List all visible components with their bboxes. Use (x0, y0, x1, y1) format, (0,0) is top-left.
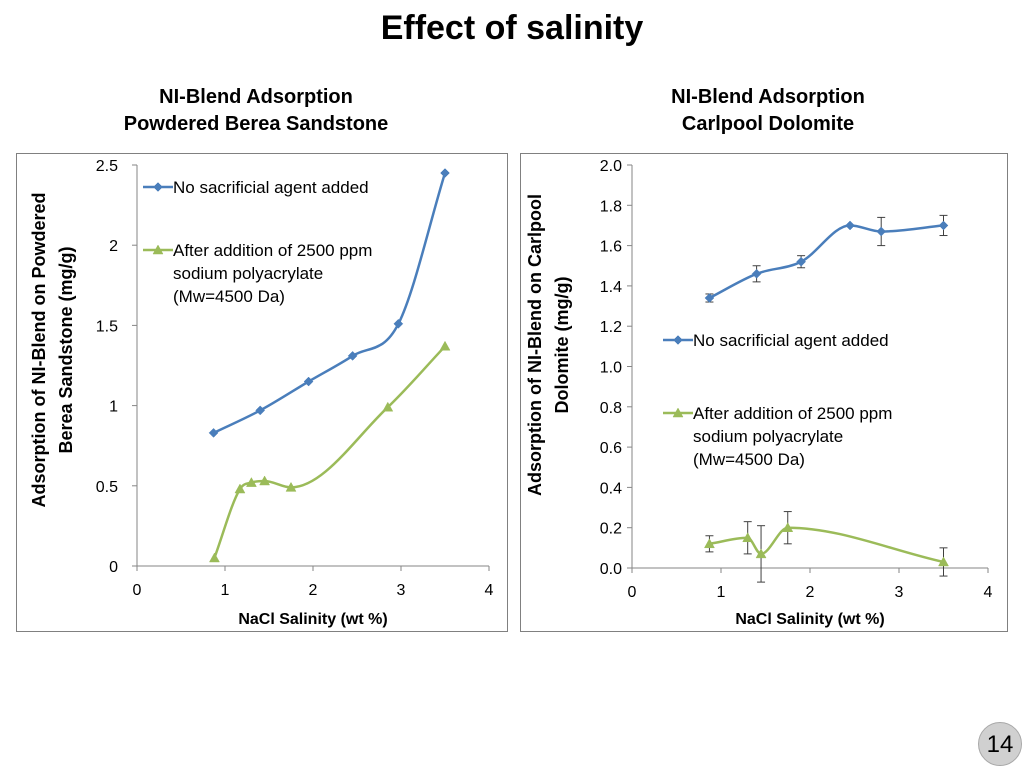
data-point (347, 351, 358, 361)
legend-label: (Mw=4500 Da) (693, 450, 805, 469)
x-tick-label: 2 (309, 582, 318, 599)
x-tick-label: 1 (221, 582, 230, 599)
x-tick-label: 4 (485, 582, 494, 599)
chart-2-heading-line-1: NI-Blend Adsorption (671, 86, 865, 108)
legend-entry: No sacrificial agent added (143, 178, 369, 197)
data-point (285, 481, 297, 492)
legend-label: After addition of 2500 ppm (173, 241, 372, 260)
y-tick-label: 1.5 (96, 318, 118, 335)
y-tick-label: 2.5 (96, 158, 118, 175)
chart-1-heading-line-1: NI-Blend Adsorption (159, 86, 353, 108)
chart-2-heading: NI-Blend Adsorption Carlpool Dolomite (548, 84, 988, 138)
slide-title: Effect of salinity (380, 9, 644, 47)
data-point (876, 226, 887, 237)
chart-1-heading-line-2: Powdered Berea Sandstone (123, 113, 389, 135)
y-tick-label: 1.2 (600, 319, 622, 336)
legend-entry: After addition of 2500 ppm sodium polyacr… (143, 241, 372, 306)
chart-1: 0 0.5 1 1.5 2 2.5 0 1 2 3 4 NaCl Salinity (wt %) Ads… (29, 158, 494, 628)
data-point (796, 256, 806, 267)
chart-2-heading-line-2: Carlpool Dolomite (681, 113, 855, 135)
data-point (245, 477, 257, 487)
y-tick-label: 0.0 (600, 561, 622, 578)
legend-entry: After addition of 2500 ppm sodium polyacr… (663, 404, 892, 469)
series-line (213, 345, 446, 559)
x-tick-label: 2 (806, 584, 815, 601)
data-point (255, 405, 266, 416)
y-tick-label: 2 (109, 238, 118, 255)
x-tick-label: 3 (397, 582, 406, 599)
data-point (440, 168, 450, 178)
data-point (704, 293, 715, 303)
data-point (938, 556, 949, 567)
data-point (704, 538, 715, 549)
data-point (755, 548, 767, 559)
x-tick-label: 0 (133, 582, 142, 599)
legend-label: After addition of 2500 ppm (693, 404, 892, 423)
data-point (382, 401, 394, 412)
x-axis-label: NaCl Salinity (wt %) (735, 611, 884, 628)
data-point (209, 552, 220, 563)
series-no-agent (704, 214, 949, 303)
legend-label: No sacrificial agent added (173, 178, 369, 197)
y-tick-label: 1.0 (600, 360, 622, 377)
y-axis-label: Dolomite (mg/g) (552, 277, 572, 414)
y-tick-label: 1 (109, 399, 118, 416)
data-point (393, 318, 404, 329)
x-tick-label: 1 (717, 584, 726, 601)
legend-marker (673, 335, 683, 345)
x-tick-label: 0 (628, 584, 637, 601)
series-no-agent (208, 168, 450, 438)
y-tick-label: 1.6 (600, 239, 622, 256)
y-tick-label: 0.2 (600, 521, 622, 538)
x-tick-label: 4 (984, 584, 993, 601)
chart-1-heading: NI-Blend Adsorption Powdered Berea Sands… (36, 84, 476, 138)
chart-1-frame (16, 153, 508, 632)
legend-marker (152, 244, 164, 255)
page-number-badge: 14 (978, 722, 1022, 766)
data-point (751, 268, 762, 279)
legend-entry: No sacrificial agent added (663, 331, 889, 350)
data-point (938, 220, 949, 231)
y-tick-label: 0.8 (600, 400, 622, 417)
chart-2: 0.0 0.2 0.4 0.6 0.8 1.0 1.2 1.4 1.6 1.8 2.0 0 1 2 3 4 Na… (525, 158, 993, 628)
data-point (845, 220, 855, 231)
y-tick-label: 0.6 (600, 440, 622, 457)
legend-marker (153, 182, 163, 192)
y-tick-label: 0 (109, 559, 118, 576)
data-point (439, 340, 451, 351)
data-point (234, 483, 246, 494)
data-point (259, 475, 271, 486)
data-point (303, 376, 314, 387)
legend-label: sodium polyacrylate (173, 264, 323, 283)
y-tick-label: 0.5 (96, 479, 118, 496)
series-line (709, 526, 944, 564)
data-point (742, 532, 754, 543)
legend-label: sodium polyacrylate (693, 427, 843, 446)
chart-2-frame (520, 153, 1008, 632)
x-tick-label: 3 (895, 584, 904, 601)
data-point (208, 428, 219, 438)
series-line (708, 224, 944, 300)
series-polyacrylate (209, 340, 451, 563)
data-point (782, 522, 794, 532)
y-axis-label: Adsorption of NI-Blend on Carlpool (525, 194, 545, 496)
y-axis-label: Adsorption of NI-Blend on Powdered (29, 193, 49, 508)
y-tick-label: 1.4 (600, 279, 622, 296)
legend-label: No sacrificial agent added (693, 331, 889, 350)
series-polyacrylate (704, 511, 949, 583)
legend-marker (672, 407, 684, 418)
y-tick-label: 0.4 (600, 480, 622, 497)
legend-label: (Mw=4500 Da) (173, 287, 285, 306)
y-axis-label: Berea Sandstone (mg/g) (56, 246, 76, 453)
y-tick-label: 2.0 (600, 158, 622, 175)
y-tick-label: 1.8 (600, 198, 622, 215)
x-axis-label: NaCl Salinity (wt %) (238, 611, 387, 628)
